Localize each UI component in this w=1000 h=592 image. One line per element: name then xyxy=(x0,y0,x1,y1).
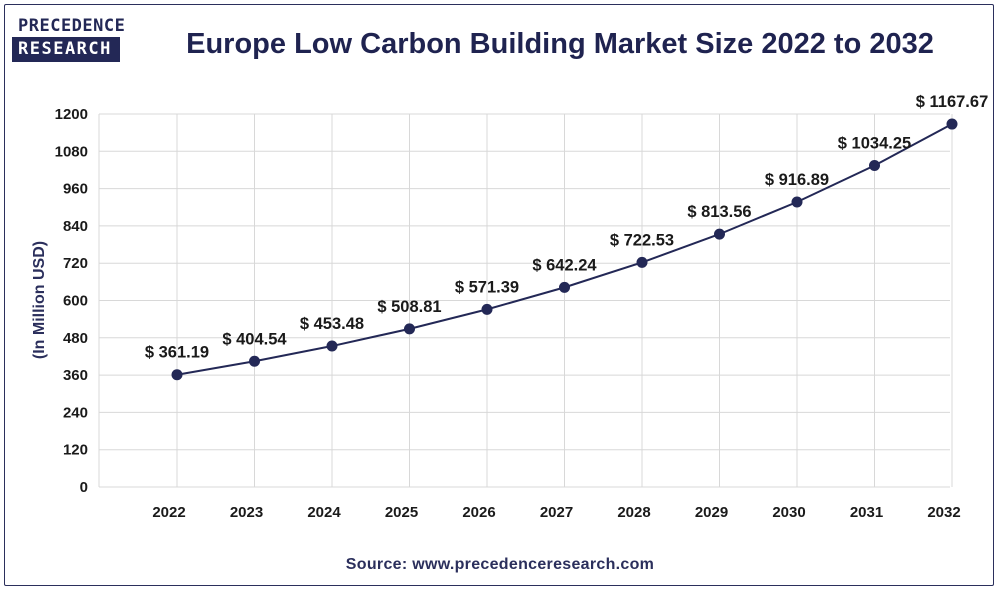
data-label: $ 404.54 xyxy=(222,330,287,348)
data-label: $ 453.48 xyxy=(300,315,364,333)
data-point xyxy=(869,160,880,172)
y-tick-label: 480 xyxy=(63,330,88,347)
y-tick-label: 840 xyxy=(63,218,88,235)
x-tick-label: 2031 xyxy=(850,504,883,521)
y-tick-label: 960 xyxy=(63,181,88,198)
data-point xyxy=(171,369,183,381)
x-tick-label: 2027 xyxy=(540,504,573,521)
data-label: $ 1167.67 xyxy=(916,93,989,111)
chart-title: Europe Low Carbon Building Market Size 2… xyxy=(186,28,934,60)
data-label: $ 813.56 xyxy=(687,203,751,221)
data-point xyxy=(559,281,570,293)
y-tick-label: 0 xyxy=(80,479,88,496)
data-point xyxy=(249,355,260,367)
data-point xyxy=(481,303,493,315)
x-tick-label: 2026 xyxy=(462,504,495,521)
x-tick-label: 2029 xyxy=(695,504,728,521)
brand-logo: PRECEDENCE RESEARCH xyxy=(12,16,126,72)
y-tick-label: 600 xyxy=(63,293,88,310)
y-tick-label: 240 xyxy=(63,404,88,421)
data-label: $ 722.53 xyxy=(610,231,674,249)
data-point xyxy=(404,323,415,335)
data-label: $ 916.89 xyxy=(765,171,829,189)
data-label: $ 508.81 xyxy=(377,298,441,316)
logo-line-1: PRECEDENCE xyxy=(18,16,126,36)
data-point xyxy=(946,118,958,130)
axis-layer: 0 120 240 360 480 600 720 840 960 1080 1200 2022 202… xyxy=(55,106,961,521)
y-tick-label: 1200 xyxy=(55,106,88,123)
y-axis-label: (In Million USD) xyxy=(31,241,48,359)
data-label-layer: $ 361.19 $ 404.54 $ 453.48 $ 508.81 $ 571.39… xyxy=(145,93,988,362)
y-tick-label: 720 xyxy=(63,255,88,272)
series-layer xyxy=(171,118,958,381)
data-point xyxy=(326,340,338,352)
x-tick-label: 2024 xyxy=(307,504,341,521)
data-point xyxy=(791,196,803,208)
x-tick-label: 2022 xyxy=(152,504,185,521)
y-tick-label: 120 xyxy=(63,442,88,459)
y-tick-label: 1080 xyxy=(55,143,88,160)
source-credit: Source: www.precedenceresearch.com xyxy=(345,556,655,573)
x-tick-label: 2025 xyxy=(385,504,418,521)
x-tick-label: 2023 xyxy=(230,504,263,521)
x-tick-label: 2028 xyxy=(617,504,650,521)
data-label: $ 1034.25 xyxy=(838,135,911,153)
y-tick-label: 360 xyxy=(63,367,88,384)
data-label: $ 361.19 xyxy=(145,344,209,362)
x-tick-label: 2032 xyxy=(927,504,960,521)
x-tick-label: 2030 xyxy=(772,504,805,521)
data-label: $ 571.39 xyxy=(455,278,519,296)
logo-line-2: RESEARCH xyxy=(12,37,120,62)
grid-layer xyxy=(98,113,953,488)
data-point xyxy=(636,256,648,268)
chart-frame xyxy=(4,4,994,586)
data-point xyxy=(714,228,725,240)
data-label: $ 642.24 xyxy=(532,256,597,274)
